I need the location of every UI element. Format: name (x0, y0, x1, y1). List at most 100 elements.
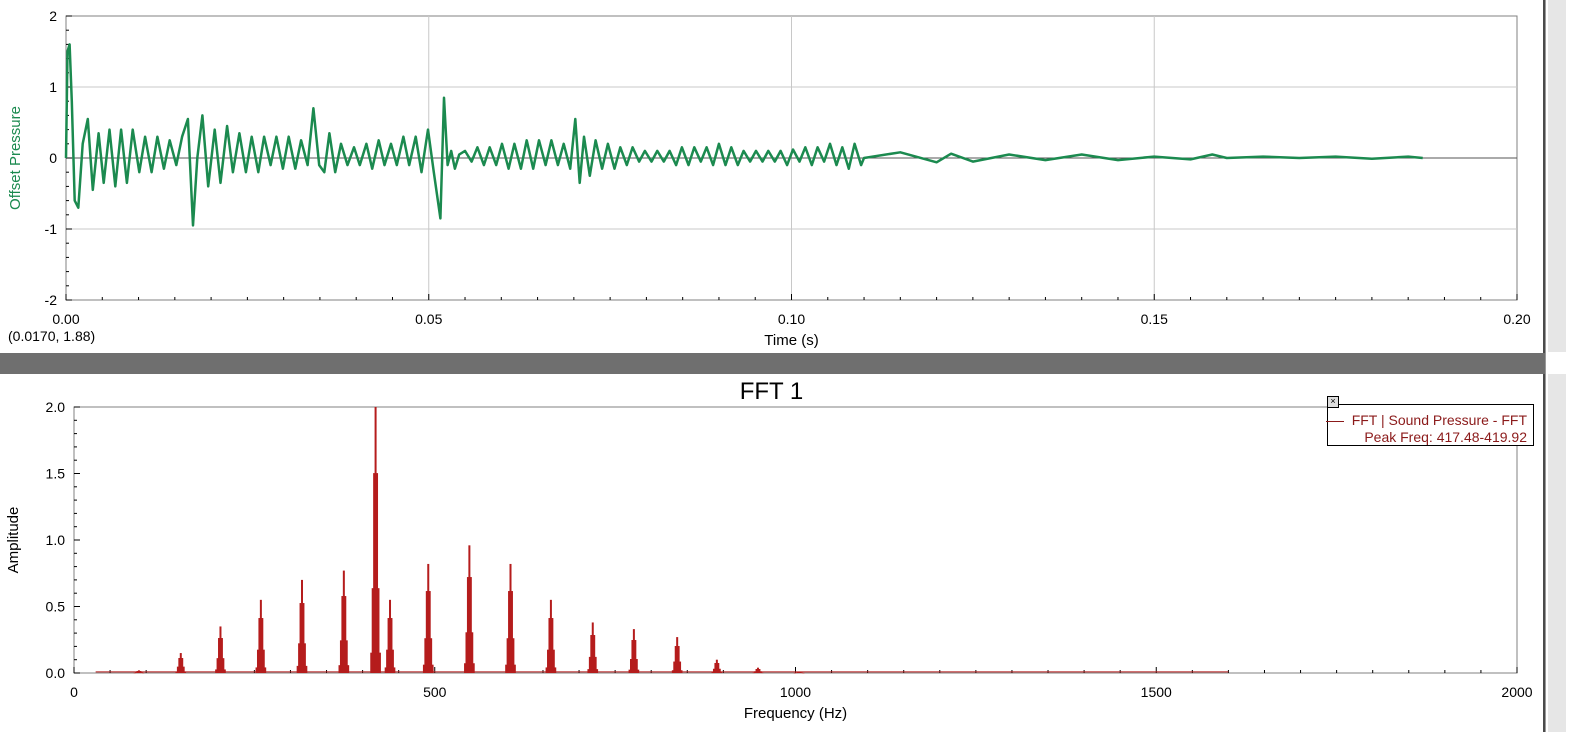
fft-bar (184, 671, 187, 673)
fft-bar (551, 618, 554, 673)
x-axis-title: Time (s) (764, 332, 818, 349)
fft-bar (305, 665, 308, 673)
fft-bar (261, 618, 264, 673)
fft-bar (135, 672, 138, 673)
x-tick-label: 0.05 (415, 311, 442, 327)
right-scroll-strip[interactable] (1545, 0, 1588, 732)
fft-bar (133, 672, 136, 674)
fft-bar (628, 669, 631, 673)
fft-bar (596, 669, 599, 673)
fft-bar (216, 658, 219, 673)
fft-bar (430, 638, 433, 673)
fft-bar (298, 643, 301, 673)
fft-bar (632, 629, 635, 673)
fft-bar (674, 646, 677, 673)
fft-bar (371, 588, 374, 673)
waveform-panel: 0.00 0.05 0.10 0.15 0.20 -2 -1 0 1 2 Offset Pressu… (0, 0, 1545, 353)
fft-bar (795, 672, 798, 674)
fft-bar (338, 665, 341, 673)
fft-bar (676, 637, 679, 673)
y-tick-label: 2.0 (46, 399, 66, 415)
y-tick-label: 1 (49, 79, 57, 95)
fft-bar (465, 632, 468, 673)
fft-bar (677, 646, 680, 673)
x-tick-label: 1500 (1141, 684, 1172, 700)
fft-bar (629, 659, 632, 673)
legend-swatch (1325, 420, 1344, 422)
fft-bar (759, 671, 762, 673)
x-tick-label: 0.15 (1141, 311, 1168, 327)
fft-bar (175, 671, 178, 673)
fft-bar (634, 640, 637, 673)
plot-frame (73, 406, 1518, 674)
fft-bar (373, 473, 376, 673)
fft-bar (752, 672, 755, 674)
x-tick-label: 0.00 (52, 311, 79, 327)
fft-bar (714, 663, 717, 673)
fft-bar (393, 667, 396, 673)
fft-bar (508, 591, 511, 673)
fft-bar (376, 473, 379, 673)
top-scrollbar[interactable] (1548, 0, 1566, 352)
fft-bar (390, 618, 393, 673)
fft-bar (548, 618, 551, 673)
fft-bar (296, 665, 299, 673)
fft-bar (425, 591, 428, 673)
fft-bar (509, 563, 512, 673)
y-tick-label: -1 (45, 221, 58, 237)
fft-bar (262, 649, 265, 673)
fft-bar (140, 672, 143, 673)
fft-bar (341, 596, 344, 673)
fft-bar (468, 545, 471, 673)
waveform-chart[interactable]: 0.00 0.05 0.10 0.15 0.20 -2 -1 0 1 2 Offset Pressu… (0, 0, 1543, 353)
fft-bar (798, 671, 801, 673)
fft-bar (673, 661, 676, 673)
close-icon[interactable]: × (1327, 396, 1339, 408)
fft-bar (384, 667, 387, 673)
fft-bar (377, 588, 380, 673)
fft-bar (378, 652, 381, 673)
fft-bar (800, 672, 803, 674)
fft-bar (755, 669, 758, 673)
fft-bar (758, 669, 761, 673)
fft-bar (182, 666, 185, 673)
y-tick-label: 2 (49, 8, 57, 24)
x-tick-label: 0.10 (778, 311, 805, 327)
fft-bar (302, 603, 305, 673)
y-axis-title: Offset Pressure (7, 106, 24, 210)
fft-bar (512, 638, 515, 673)
fft-bar (587, 669, 590, 673)
fft-bar (223, 669, 226, 673)
fft-bar (342, 570, 345, 673)
fft-bar (715, 659, 718, 673)
fft-bar (506, 638, 509, 673)
fft-bar (427, 563, 430, 673)
fft-bar (222, 658, 225, 673)
fft-bar (255, 667, 258, 673)
fft-bar (671, 670, 674, 673)
fft-legend[interactable]: × FFT | Sound Pressure - FFT Peak Freq: … (1325, 396, 1534, 446)
fft-bar (219, 626, 222, 673)
fft-bar (549, 599, 552, 673)
y-tick-label: 0 (49, 150, 57, 166)
fft-bar (339, 640, 342, 673)
fft-chart[interactable]: 0 500 1000 1500 2000 0.0 0.5 1.0 1.5 2.0 Amplitude… (0, 374, 1543, 732)
fft-bar (718, 668, 721, 673)
fft-bar (799, 672, 802, 673)
y-tick-label: 0.0 (46, 665, 66, 681)
bottom-scrollbar[interactable] (1548, 374, 1566, 732)
fft-bar (510, 591, 513, 673)
fft-bar (588, 656, 591, 673)
fft-bar (258, 618, 261, 673)
fft-bar (505, 664, 508, 673)
fft-bar (181, 658, 184, 673)
y-tick-label: -2 (45, 292, 58, 308)
fft-bar (387, 618, 390, 673)
legend-series-label: FFT | Sound Pressure - FFT (1351, 412, 1527, 428)
fft-bar (680, 670, 683, 673)
x-tick-label: 2000 (1501, 684, 1532, 700)
fft-bar (264, 667, 267, 673)
fft-bar (469, 577, 472, 673)
x-tick-label: 0.20 (1503, 311, 1530, 327)
fft-bar (422, 664, 425, 673)
